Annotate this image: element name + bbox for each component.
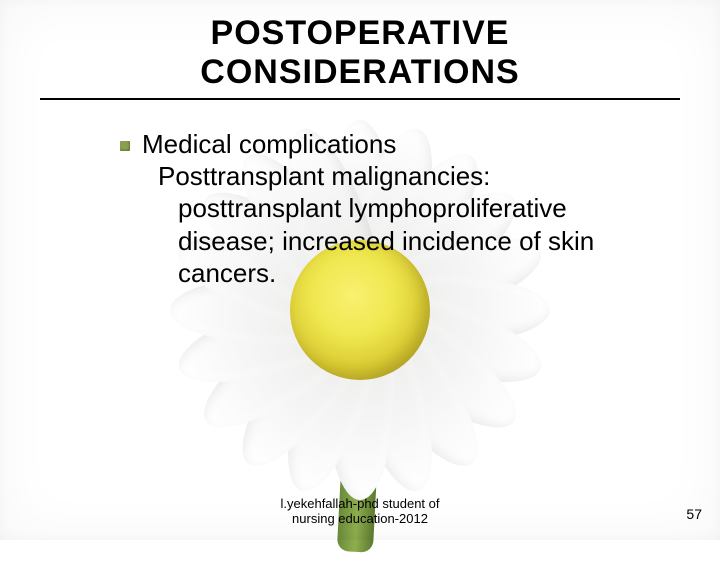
footer-line-1: l.yekehfallah-phd student of [0, 496, 720, 511]
body-heading-row: Medical complications [120, 128, 650, 160]
body-text: Medical complications Posttransplant mal… [0, 128, 720, 289]
body-subheading: Posttransplant malignancies: [120, 160, 650, 192]
footer: l.yekehfallah-phd student of nursing edu… [0, 496, 720, 526]
body-detail-1: posttransplant lymphoproliferative [120, 192, 650, 224]
body-detail-2: disease; increased incidence of skin [120, 225, 650, 257]
footer-line-2: nursing education-2012 [0, 511, 720, 526]
title-line-1: POSTOPERATIVE [0, 14, 720, 53]
bullet-icon [120, 141, 130, 151]
body-heading: Medical complications [142, 129, 396, 159]
title-line-2: CONSIDERATIONS [0, 53, 720, 92]
title-divider [40, 98, 680, 100]
slide-title: POSTOPERATIVE CONSIDERATIONS [0, 0, 720, 92]
body-detail-3: cancers. [120, 257, 650, 289]
page-number: 57 [686, 506, 702, 522]
